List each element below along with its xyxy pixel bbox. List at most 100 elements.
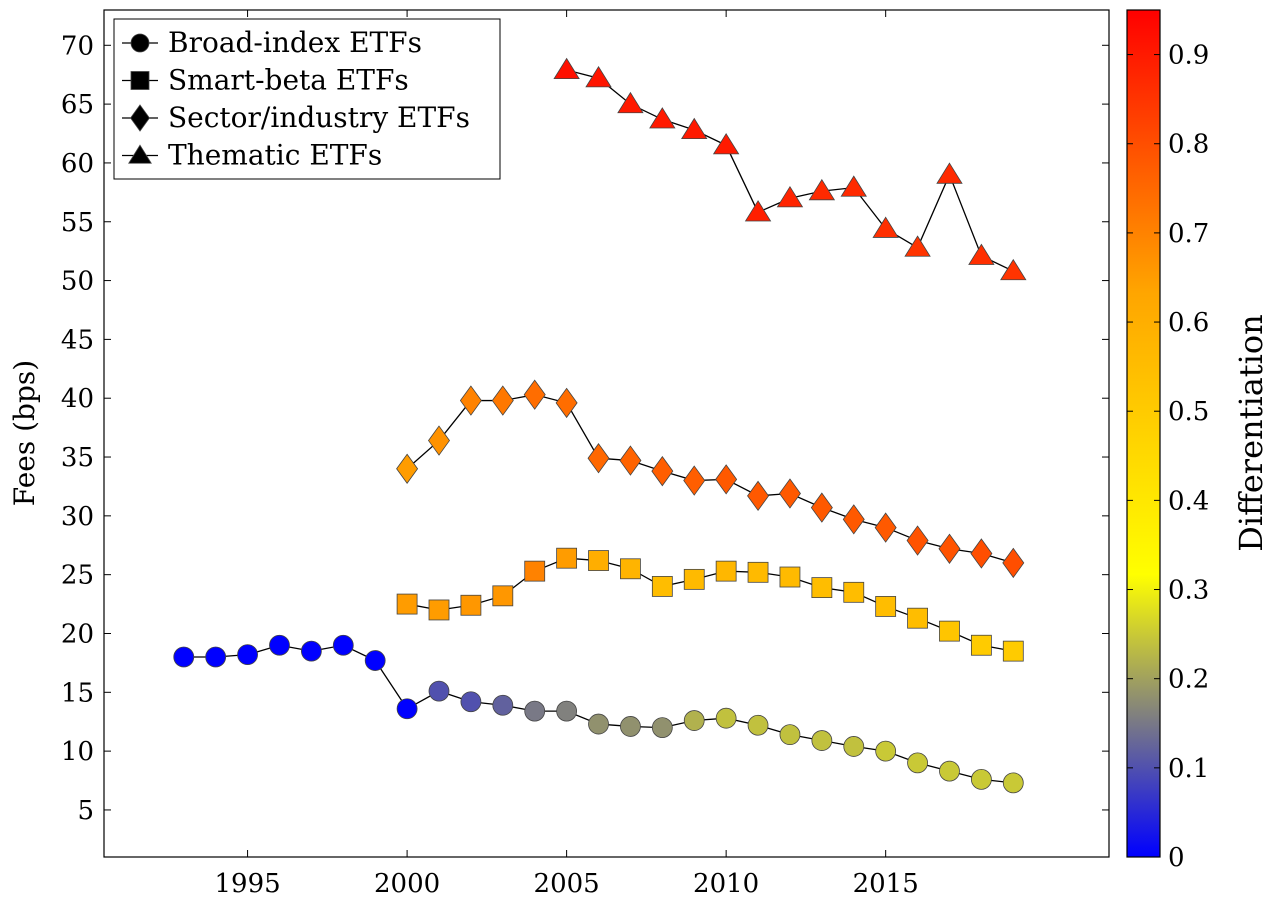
colorbar-tick-label: 0 xyxy=(1168,843,1185,873)
data-point xyxy=(778,478,801,509)
data-point xyxy=(747,714,769,736)
legend-marker-square xyxy=(130,71,150,90)
data-point xyxy=(938,533,961,564)
plot-area xyxy=(103,9,1110,858)
data-point xyxy=(779,724,801,746)
y-tick-label: 50 xyxy=(61,267,94,297)
y-tick-label: 5 xyxy=(77,796,94,826)
data-point xyxy=(970,768,992,790)
x-axis: 1995 2000 2005 2010 2015 xyxy=(214,10,919,899)
data-point xyxy=(617,91,644,114)
data-point xyxy=(811,730,833,751)
data-point xyxy=(843,736,865,757)
data-point xyxy=(585,65,612,88)
data-point xyxy=(492,585,514,607)
colorbar: 0 0.1 0.2 0.3 0.4 0.5 0.6 0.7 0.8 0.9 Differentia… xyxy=(1126,9,1270,873)
data-point xyxy=(683,568,705,590)
colorbar-tick-label: 0.1 xyxy=(1168,754,1209,784)
legend-label: Sector/industry ETFs xyxy=(168,101,470,134)
data-point xyxy=(970,634,992,656)
y-axis: 5 10 15 20 25 30 35 40 45 50 55 60 65 70 xyxy=(61,31,1109,826)
data-point xyxy=(556,547,578,569)
data-point xyxy=(620,716,641,737)
series-layer xyxy=(173,57,1027,794)
data-point xyxy=(907,607,928,629)
y-tick-label: 10 xyxy=(61,737,94,767)
data-point xyxy=(842,504,865,535)
data-point xyxy=(907,752,928,774)
legend-marker-circle xyxy=(130,33,150,53)
y-tick-label: 35 xyxy=(61,443,94,473)
legend-marker-diamond xyxy=(130,104,150,132)
data-point xyxy=(237,644,258,666)
series-square xyxy=(396,547,1024,662)
y-tick-label: 30 xyxy=(61,502,94,532)
data-point xyxy=(811,577,833,599)
y-tick-label: 60 xyxy=(61,149,94,179)
data-point xyxy=(269,634,290,656)
y-tick-label: 15 xyxy=(61,678,94,708)
data-point xyxy=(872,216,899,238)
data-point xyxy=(553,57,580,80)
data-point xyxy=(173,646,195,668)
series-circle xyxy=(173,634,1024,794)
data-point xyxy=(332,634,354,656)
data-point xyxy=(808,178,836,201)
data-point xyxy=(681,117,708,140)
data-point xyxy=(588,713,609,735)
data-point xyxy=(651,717,673,738)
data-point xyxy=(1002,547,1025,579)
data-point xyxy=(428,599,450,621)
data-point xyxy=(715,464,738,495)
data-point xyxy=(906,525,929,556)
legend-item: Thematic ETFs xyxy=(122,139,382,172)
data-point xyxy=(875,596,897,617)
data-point xyxy=(396,593,418,615)
colorbar-tick-label: 0.2 xyxy=(1168,665,1209,695)
data-point xyxy=(747,480,770,512)
y-tick-label: 40 xyxy=(61,384,94,414)
data-point xyxy=(1002,640,1024,662)
legend: Broad-index ETFs Smart-beta ETFs Sector/in… xyxy=(113,18,501,180)
series-triangle xyxy=(553,57,1027,281)
colorbar-bar xyxy=(1126,9,1161,858)
data-point xyxy=(939,760,960,782)
data-point xyxy=(396,698,418,720)
data-point xyxy=(205,646,227,668)
data-point xyxy=(747,561,769,583)
colorbar-tick-label: 0.9 xyxy=(1168,41,1209,71)
data-point xyxy=(649,107,676,129)
x-tick-label: 2010 xyxy=(693,869,759,899)
data-point xyxy=(651,455,674,487)
data-point xyxy=(555,387,578,419)
data-point xyxy=(874,512,897,543)
data-point xyxy=(683,465,706,496)
data-point xyxy=(776,185,804,208)
data-point xyxy=(779,566,801,588)
x-tick-label: 2015 xyxy=(853,869,919,899)
y-tick-label: 55 xyxy=(61,208,94,238)
data-point xyxy=(556,700,578,722)
data-point xyxy=(1002,772,1024,794)
data-point xyxy=(939,620,960,642)
y-tick-label: 70 xyxy=(61,31,94,61)
legend-item: Broad-index ETFs xyxy=(122,26,422,59)
data-point xyxy=(428,680,450,702)
data-point xyxy=(428,425,450,456)
x-tick-label: 1995 xyxy=(214,869,280,899)
x-tick-label: 2000 xyxy=(374,869,440,899)
data-point xyxy=(968,243,995,265)
data-point xyxy=(588,550,609,571)
data-point xyxy=(970,538,993,569)
data-point xyxy=(587,443,610,474)
colorbar-tick-label: 0.6 xyxy=(1168,308,1209,338)
data-point xyxy=(300,640,322,662)
data-point xyxy=(843,581,865,603)
data-point xyxy=(715,707,737,729)
data-point xyxy=(875,740,897,762)
colorbar-tick-label: 0.4 xyxy=(1168,486,1209,516)
legend-marker-triangle xyxy=(128,144,152,164)
colorbar-tick-label: 0.8 xyxy=(1168,130,1209,160)
data-point xyxy=(840,175,867,197)
